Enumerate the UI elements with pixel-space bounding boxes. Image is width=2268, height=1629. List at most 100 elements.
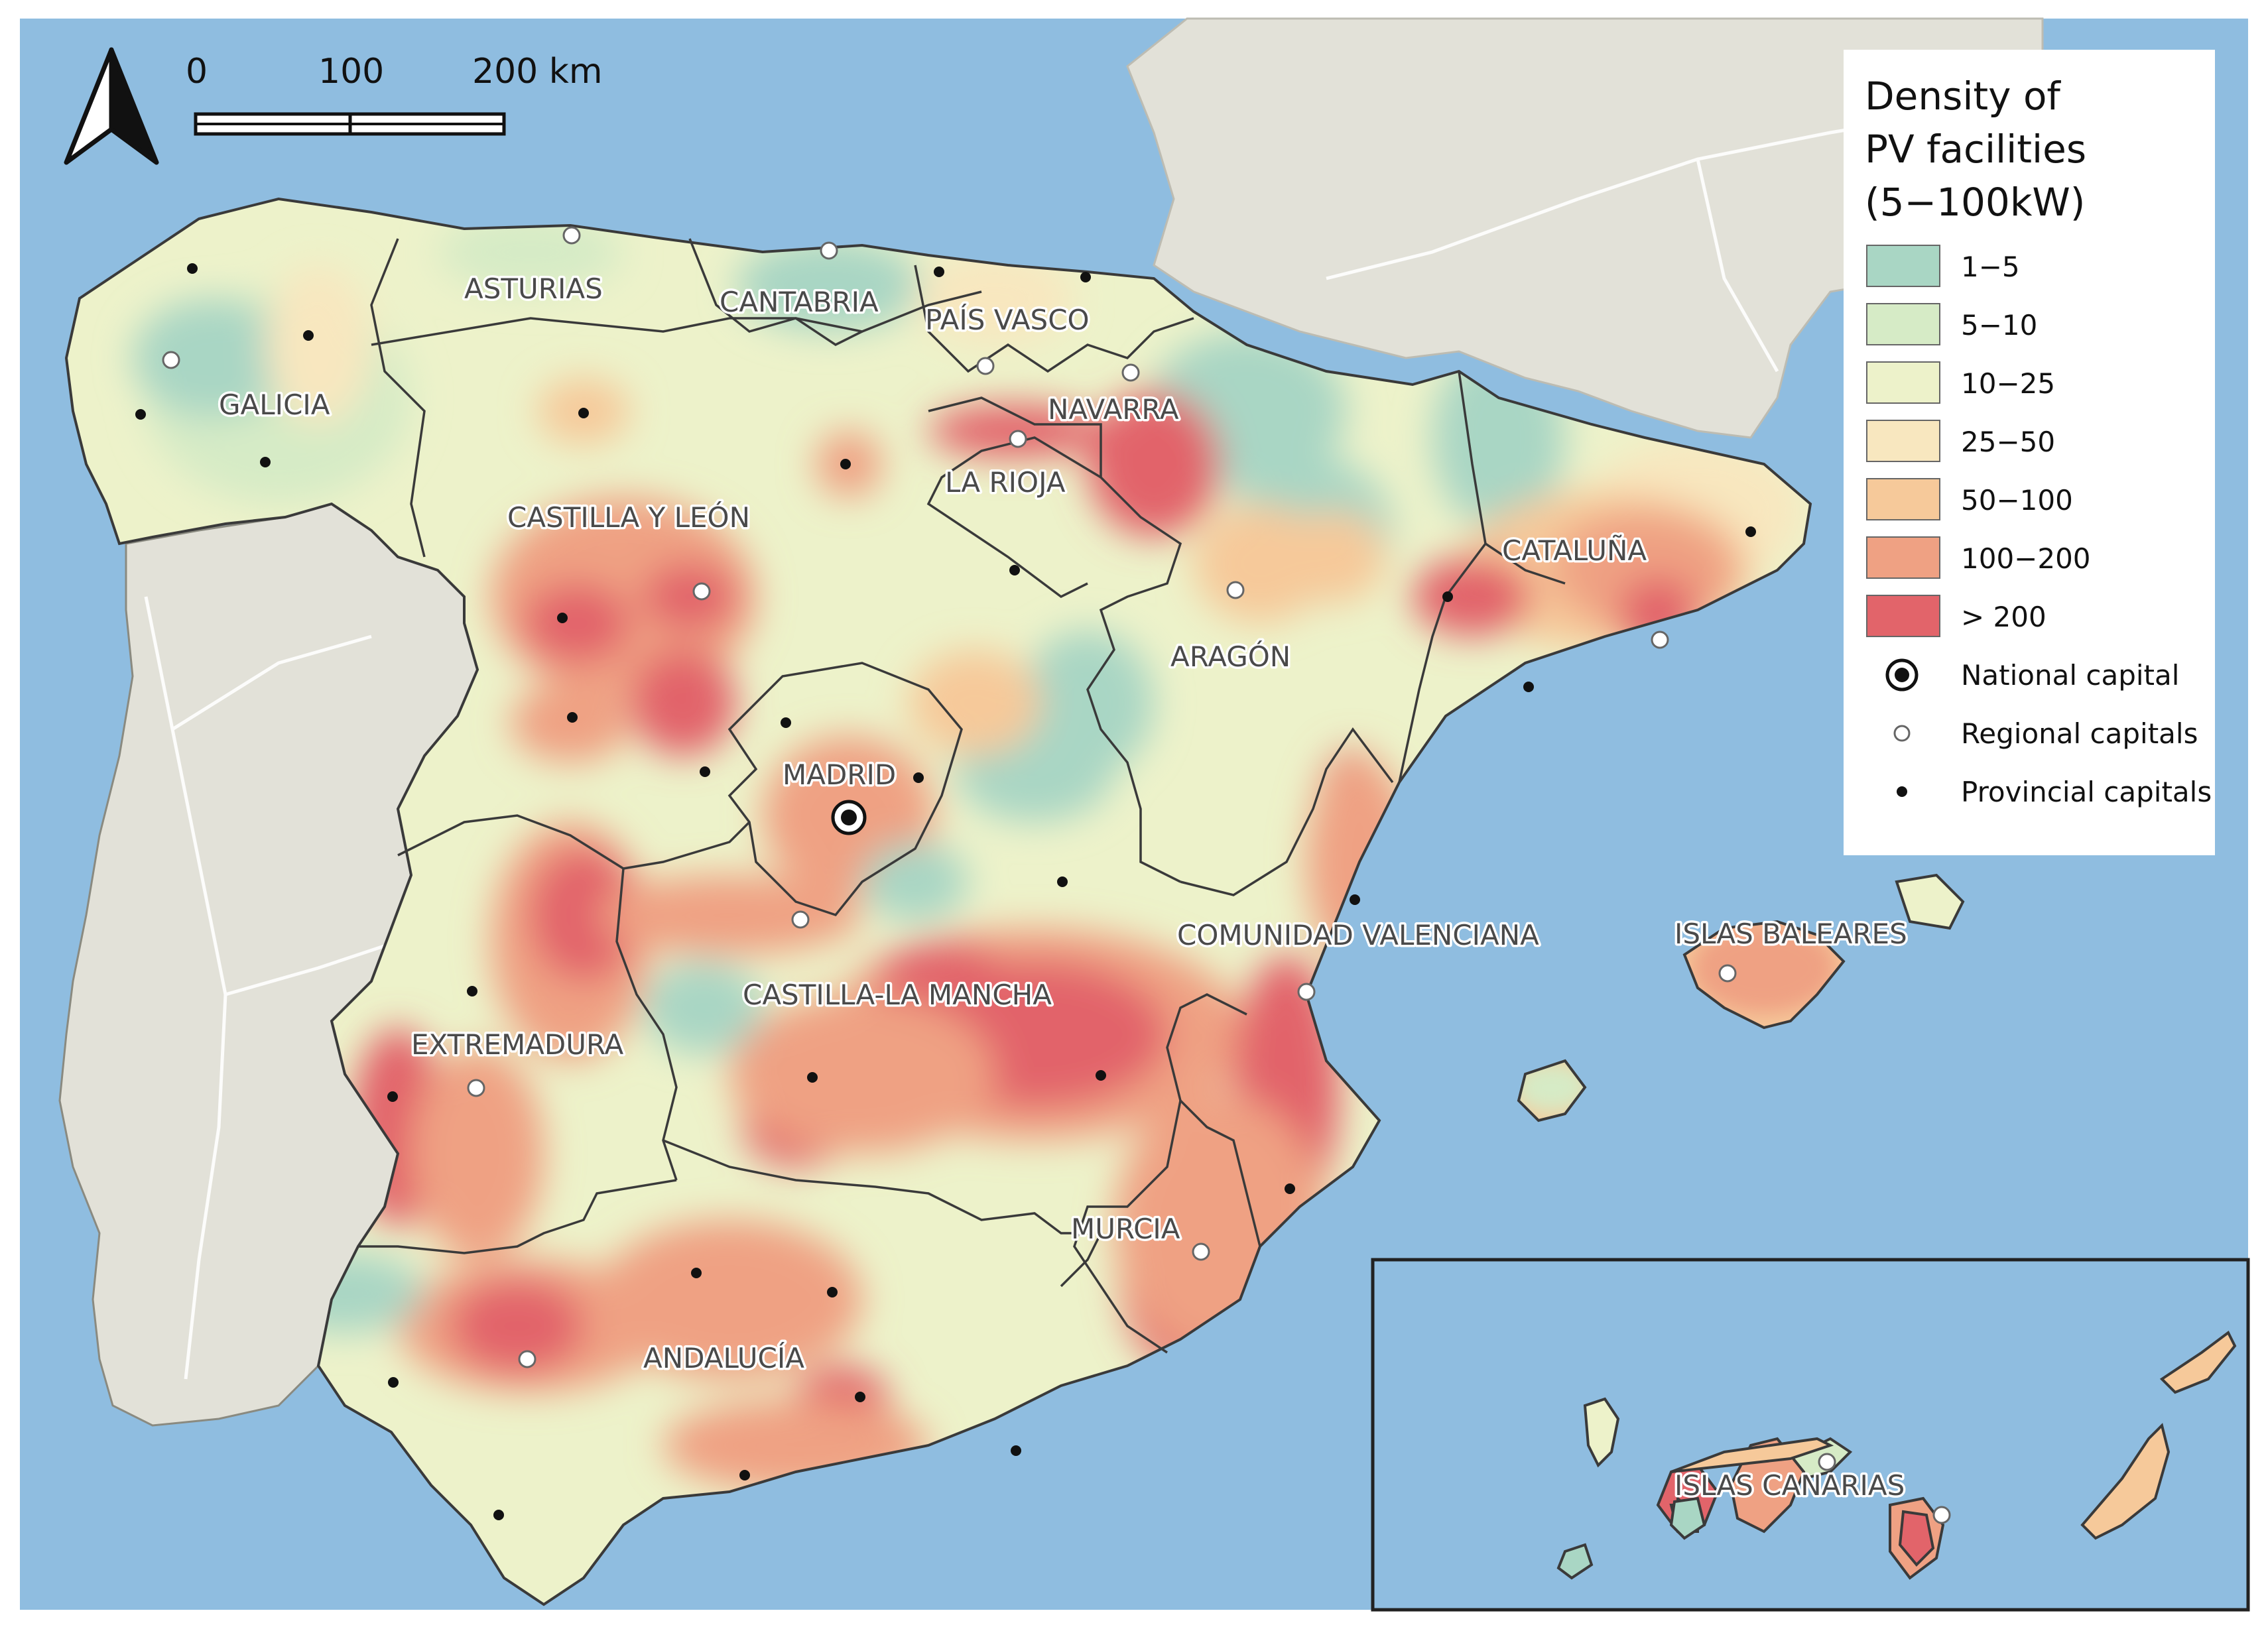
- scale-bar: 0 100 200 km: [186, 52, 603, 136]
- legend-title-line3: (5−100kW): [1865, 180, 2085, 225]
- provincial-capital-icon: [388, 1377, 399, 1388]
- provincial-capital-icon: [913, 772, 924, 783]
- density-blob: [451, 1280, 584, 1372]
- label-andalucia: ANDALUCÍA: [643, 1341, 804, 1374]
- provincial-capital-icon: [840, 459, 851, 469]
- provincial-capital-icon: [557, 613, 568, 623]
- density-blob: [643, 564, 736, 630]
- provincial-capital-icon: [1096, 1070, 1106, 1081]
- provincial-capital-icon: [387, 1091, 398, 1102]
- density-blob: [1413, 557, 1532, 636]
- label-asturias: ASTURIAS: [464, 272, 603, 305]
- roads-background: [144, 104, 1990, 1380]
- label-castilla-la-mancha: CASTILLA-LA MANCHA: [743, 979, 1052, 1011]
- legend-swatch: [1866, 245, 1940, 287]
- regional-capital-icon: [1121, 363, 1140, 382]
- legend-class-label: > 200: [1961, 601, 2047, 633]
- legend-class-label: 25−50: [1961, 426, 2055, 458]
- provincial-capital-icon: [567, 712, 578, 723]
- legend: Density of PV facilities (5−100kW) 1−5 5−…: [1844, 50, 2215, 855]
- provincial-capital-icon: [1745, 526, 1756, 537]
- regional-capital-icon: [1818, 1453, 1836, 1471]
- regional-capital-icon: [1651, 631, 1669, 649]
- density-blob: [411, 1048, 544, 1260]
- region-labels: GALICIA ASTURIAS CANTABRIA PAÍS VASCO NA…: [217, 271, 1910, 1504]
- regional-capital-icon: [467, 1079, 485, 1097]
- legend-swatch: [1866, 420, 1940, 462]
- density-blob: [1021, 630, 1154, 776]
- label-aragon: ARAGÓN: [1170, 640, 1291, 673]
- provincial-capital-icon: [1442, 591, 1453, 602]
- provincial-capital-icon: [1350, 894, 1360, 905]
- label-extremadura: EXTREMADURA: [411, 1028, 623, 1061]
- label-islas-baleares: ISLAS BALEARES: [1674, 918, 1907, 950]
- legend-symbol-label: National capital: [1961, 659, 2179, 692]
- legend-swatch: [1866, 361, 1940, 404]
- provincial-capital-icon: [739, 1470, 750, 1480]
- legend-swatch: [1866, 536, 1940, 579]
- regional-capital-icon: [1009, 430, 1027, 448]
- label-castilla-y-leon: CASTILLA Y LEÓN: [507, 501, 750, 534]
- provincial-capital-icon: [493, 1510, 504, 1520]
- density-blob: [915, 252, 1074, 345]
- spain-outline: [64, 197, 1812, 1606]
- density-blob: [643, 961, 763, 1054]
- regional-capital-icon: [976, 357, 995, 375]
- regional-capital-icon: [562, 226, 581, 245]
- legend-swatch: [1866, 478, 1940, 520]
- label-murcia: MURCIA: [1071, 1213, 1180, 1245]
- scale-label-0: 0: [186, 52, 208, 91]
- provincial-capital-icon: [855, 1392, 865, 1402]
- provincial-capital-icon: [1009, 565, 1020, 575]
- legend-class-label: 1−5: [1961, 251, 2020, 283]
- scale-label-200: 200 km: [472, 52, 603, 91]
- legend-swatch: [1866, 303, 1940, 345]
- provincial-capital-icon: [1011, 1445, 1021, 1456]
- provincial-capital-icon: [934, 267, 944, 277]
- national-capital-dot: [841, 810, 857, 825]
- regional-capital-icon: [1893, 725, 1911, 742]
- gran-canaria-west: [1669, 1496, 1706, 1540]
- canary-inset-frame: [1371, 1258, 2250, 1612]
- regional-capital-icon: [820, 241, 838, 260]
- regional-capital-icon: [162, 351, 180, 369]
- provincial-capital-icon: [1285, 1183, 1295, 1194]
- provincial-capital-icon: [1897, 786, 1907, 797]
- scale-label-100: 100: [318, 52, 384, 91]
- provincial-capital-icon: [135, 409, 146, 420]
- legend-symbol-label: Provincial capitals: [1961, 776, 2212, 808]
- capitals-layer: [135, 226, 1951, 1524]
- legend-title-line1: Density of: [1865, 74, 2061, 119]
- provincial-capital-icon: [578, 408, 589, 418]
- provincial-capital-icon: [827, 1287, 838, 1297]
- density-blob: [511, 683, 630, 762]
- regional-capital-icon: [692, 582, 711, 601]
- label-galicia: GALICIA: [219, 389, 330, 421]
- legend-class-label: 5−10: [1961, 309, 2037, 341]
- density-blob: [597, 875, 862, 955]
- density-blob: [729, 995, 995, 1154]
- provincial-capital-icon: [781, 717, 791, 728]
- legend-class-label: 50−100: [1961, 484, 2073, 516]
- density-blob: [1280, 511, 1386, 603]
- density-blob: [630, 650, 736, 756]
- label-comunidad-valenciana: COMUNIDAD VALENCIANA: [1177, 919, 1539, 951]
- legend-title-line2: PV facilities: [1865, 127, 2086, 172]
- density-blob: [1088, 391, 1220, 537]
- provincial-capital-icon: [467, 986, 477, 996]
- label-islas-canarias: ISLAS CANARIAS: [1674, 1469, 1905, 1502]
- label-navarra: NAVARRA: [1048, 393, 1179, 426]
- provincial-capital-icon: [700, 766, 710, 777]
- density-blob: [736, 239, 922, 332]
- national-capital-icon: [1885, 658, 1919, 692]
- legend-class-label: 100−200: [1961, 542, 2091, 575]
- density-blob: [133, 298, 292, 418]
- legend-class-label: 10−25: [1961, 367, 2055, 400]
- regional-capital-icon: [518, 1350, 536, 1368]
- density-blob: [524, 583, 630, 663]
- density-blob: [909, 650, 1041, 756]
- label-pais-vasco: PAÍS VASCO: [925, 303, 1090, 336]
- provincial-capital-icon: [691, 1268, 702, 1278]
- label-la-rioja: LA RIOJA: [945, 466, 1066, 499]
